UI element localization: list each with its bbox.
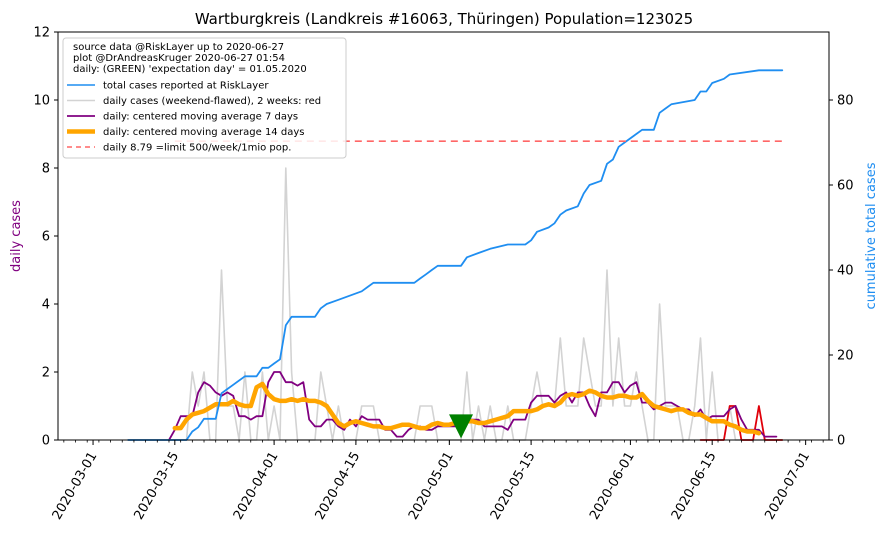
y-right-tick-label: 80 [837, 94, 854, 109]
x-tick-label: 2020-05-15 [488, 450, 539, 523]
x-tick-label: 2020-06-01 [587, 450, 638, 523]
y-left-tick-label: 6 [42, 230, 50, 245]
y-left-tick-label: 2 [42, 366, 50, 381]
legend-annotation-line: daily: (GREEN) 'expectation day' = 01.05… [73, 64, 307, 75]
y-left-tick-label: 4 [42, 298, 50, 313]
legend-label-total: total cases reported at RiskLayer [103, 81, 269, 92]
x-tick-label: 2020-07-01 [762, 450, 813, 523]
legend-annotation-line: plot @DrAndreasKruger 2020-06-27 01:54 [73, 53, 285, 64]
legend-annotation-line: source data @RiskLayer up to 2020-06-27 [73, 42, 284, 53]
x-tick-label: 2020-06-15 [669, 450, 720, 523]
x-tick-label: 2020-05-01 [406, 450, 457, 523]
expectation-day-marker [449, 414, 474, 439]
x-tick-label: 2020-03-01 [50, 450, 101, 523]
x-tick-label: 2020-04-15 [313, 450, 364, 523]
x-tick-label: 2020-04-01 [231, 450, 282, 523]
y-axis-right-label: cumulative total cases [864, 162, 879, 309]
series-daily-cases [127, 167, 784, 441]
y-right-tick-label: 60 [837, 179, 854, 194]
x-tick-label: 2020-03-15 [132, 450, 183, 523]
legend-label-ma7: daily: centered moving average 7 days [103, 112, 298, 123]
y-left-tick-label: 0 [42, 434, 50, 449]
y-left-tick-label: 10 [33, 94, 50, 109]
y-left-tick-label: 8 [42, 162, 50, 177]
legend-label-limit: daily 8.79 =limit 500/week/1mio pop. [103, 143, 291, 154]
y-right-tick-label: 40 [837, 264, 854, 279]
y-left-tick-label: 12 [33, 26, 50, 41]
y-axis-left-label: daily cases [9, 200, 24, 272]
legend-box [62, 37, 347, 159]
legend-label-ma14: daily: centered moving average 14 days [103, 127, 304, 138]
legend-label-daily: daily cases (weekend-flawed), 2 weeks: r… [103, 96, 321, 107]
series-total-cases [127, 69, 784, 441]
y-right-tick-label: 0 [837, 434, 845, 449]
chart-title: Wartburgkreis (Landkreis #16063, Thüring… [195, 10, 693, 28]
y-right-tick-label: 20 [837, 349, 854, 364]
